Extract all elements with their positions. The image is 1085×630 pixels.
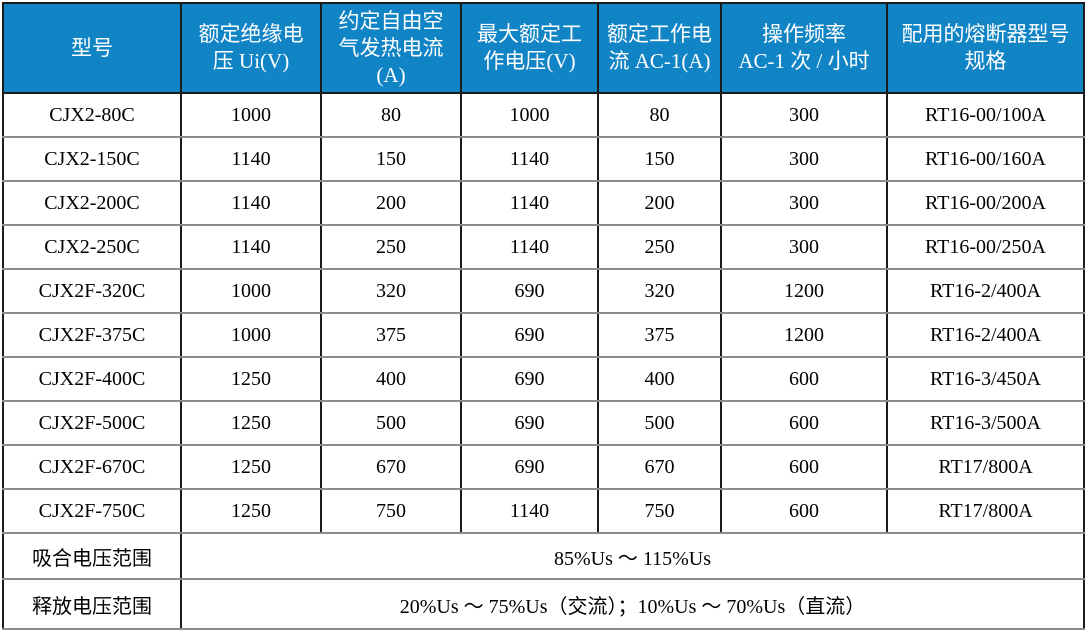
value-cell: RT16-3/500A [886, 400, 1085, 446]
value-cell: 1140 [180, 224, 322, 270]
value-cell: 320 [320, 268, 462, 314]
footer-label: 释放电压范围 [2, 578, 182, 630]
value-cell: 1140 [460, 180, 599, 226]
value-cell: 670 [597, 444, 722, 490]
value-cell: 690 [460, 400, 599, 446]
model-cell: CJX2-200C [2, 180, 182, 226]
table-row: CJX2-150C 1140 150 1140 150 300 RT16-00/160A [2, 136, 1085, 182]
value-cell: 1200 [720, 312, 888, 358]
value-cell: 375 [320, 312, 462, 358]
value-cell: 500 [597, 400, 722, 446]
value-cell: RT16-00/160A [886, 136, 1085, 182]
value-cell: 600 [720, 488, 888, 534]
value-cell: 300 [720, 180, 888, 226]
model-cell: CJX2-80C [2, 92, 182, 138]
model-cell: CJX2F-500C [2, 400, 182, 446]
value-cell: 1140 [180, 136, 322, 182]
value-cell: RT16-3/450A [886, 356, 1085, 402]
value-cell: RT17/800A [886, 444, 1085, 490]
value-cell: 1200 [720, 268, 888, 314]
header-row: 型号 额定绝缘电 压 Ui(V) 约定自由空 气发热电流 (A) 最大额定工 作电压(… [2, 2, 1085, 94]
column-header-5: 额定工作电 流 AC-1(A) [597, 2, 722, 94]
footer-row: 吸合电压范围 85%Us ～ 115%Us [2, 532, 1085, 580]
value-cell: 250 [320, 224, 462, 270]
table-row: CJX2F-750C 1250 750 1140 750 600 RT17/800A [2, 488, 1085, 534]
value-cell: 400 [320, 356, 462, 402]
value-cell: 1250 [180, 400, 322, 446]
value-cell: 1000 [180, 268, 322, 314]
table-row: CJX2-200C 1140 200 1140 200 300 RT16-00/200A [2, 180, 1085, 226]
value-cell: 200 [597, 180, 722, 226]
value-cell: 1140 [180, 180, 322, 226]
value-cell: 80 [320, 92, 462, 138]
value-cell: RT16-00/250A [886, 224, 1085, 270]
table-body: CJX2-80C 1000 80 1000 80 300 RT16-00/100A CJX2-… [2, 92, 1085, 630]
value-cell: 690 [460, 312, 599, 358]
value-cell: 690 [460, 268, 599, 314]
value-cell: RT16-00/100A [886, 92, 1085, 138]
value-cell: 1000 [460, 92, 599, 138]
table-row: CJX2F-400C 1250 400 690 400 600 RT16-3/450A [2, 356, 1085, 402]
column-header-2: 额定绝缘电 压 Ui(V) [180, 2, 322, 94]
value-cell: 400 [597, 356, 722, 402]
value-cell: 300 [720, 224, 888, 270]
table-header: 型号 额定绝缘电 压 Ui(V) 约定自由空 气发热电流 (A) 最大额定工 作电压(… [2, 2, 1085, 94]
value-cell: 750 [320, 488, 462, 534]
value-cell: 150 [320, 136, 462, 182]
footer-value: 85%Us ～ 115%Us [180, 532, 1085, 580]
value-cell: 600 [720, 356, 888, 402]
footer-value: 20%Us ～ 75%Us（交流）；10%Us ～ 70%Us（直流） [180, 578, 1085, 630]
value-cell: 200 [320, 180, 462, 226]
model-cell: CJX2-250C [2, 224, 182, 270]
value-cell: 1250 [180, 488, 322, 534]
table-row: CJX2-250C 1140 250 1140 250 300 RT16-00/250A [2, 224, 1085, 270]
column-header-1: 型号 [2, 2, 182, 94]
value-cell: RT16-00/200A [886, 180, 1085, 226]
model-cell: CJX2F-400C [2, 356, 182, 402]
footer-label: 吸合电压范围 [2, 532, 182, 580]
value-cell: RT16-2/400A [886, 312, 1085, 358]
table-row: CJX2F-320C 1000 320 690 320 1200 RT16-2/400A [2, 268, 1085, 314]
value-cell: 1250 [180, 356, 322, 402]
value-cell: 670 [320, 444, 462, 490]
model-cell: CJX2F-670C [2, 444, 182, 490]
value-cell: 690 [460, 444, 599, 490]
value-cell: 750 [597, 488, 722, 534]
value-cell: RT17/800A [886, 488, 1085, 534]
value-cell: 250 [597, 224, 722, 270]
value-cell: 600 [720, 400, 888, 446]
footer-row: 释放电压范围 20%Us ～ 75%Us（交流）；10%Us ～ 70%Us（直流… [2, 578, 1085, 630]
value-cell: 1140 [460, 488, 599, 534]
value-cell: RT16-2/400A [886, 268, 1085, 314]
value-cell: 300 [720, 136, 888, 182]
value-cell: 600 [720, 444, 888, 490]
model-cell: CJX2F-320C [2, 268, 182, 314]
column-header-6: 操作频率 AC-1 次 / 小时 [720, 2, 888, 94]
model-cell: CJX2-150C [2, 136, 182, 182]
value-cell: 1140 [460, 136, 599, 182]
value-cell: 80 [597, 92, 722, 138]
column-header-7: 配用的熔断器型号 规格 [886, 2, 1085, 94]
value-cell: 690 [460, 356, 599, 402]
value-cell: 500 [320, 400, 462, 446]
column-header-3: 约定自由空 气发热电流 (A) [320, 2, 462, 94]
value-cell: 320 [597, 268, 722, 314]
value-cell: 1140 [460, 224, 599, 270]
value-cell: 150 [597, 136, 722, 182]
value-cell: 1000 [180, 312, 322, 358]
value-cell: 1000 [180, 92, 322, 138]
table-row: CJX2F-670C 1250 670 690 670 600 RT17/800A [2, 444, 1085, 490]
value-cell: 375 [597, 312, 722, 358]
model-cell: CJX2F-375C [2, 312, 182, 358]
value-cell: 1250 [180, 444, 322, 490]
value-cell: 300 [720, 92, 888, 138]
table-row: CJX2-80C 1000 80 1000 80 300 RT16-00/100A [2, 92, 1085, 138]
table-row: CJX2F-375C 1000 375 690 375 1200 RT16-2/400A [2, 312, 1085, 358]
column-header-4: 最大额定工 作电压(V) [460, 2, 599, 94]
model-cell: CJX2F-750C [2, 488, 182, 534]
table-row: CJX2F-500C 1250 500 690 500 600 RT16-3/500A [2, 400, 1085, 446]
